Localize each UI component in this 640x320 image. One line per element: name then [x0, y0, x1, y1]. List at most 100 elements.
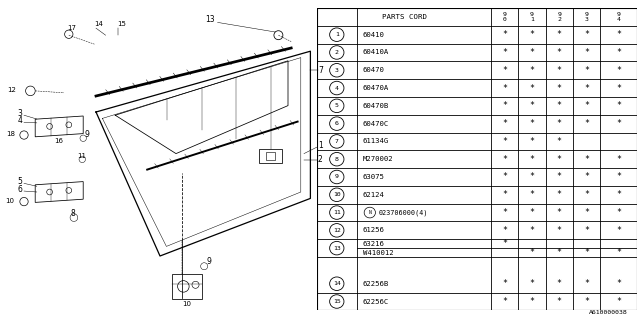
Text: 60410A: 60410A [362, 50, 389, 55]
Text: 63075: 63075 [362, 174, 385, 180]
Text: *: * [616, 84, 621, 92]
Text: *: * [557, 30, 562, 39]
Text: *: * [557, 226, 562, 235]
Text: 9
0: 9 0 [503, 12, 507, 21]
Text: *: * [616, 172, 621, 181]
Text: *: * [584, 101, 589, 110]
Text: M270002: M270002 [362, 156, 393, 162]
Text: 14: 14 [95, 21, 103, 27]
Text: 9: 9 [335, 174, 339, 180]
Text: *: * [584, 226, 589, 235]
Text: 18: 18 [6, 131, 15, 137]
Text: 60470B: 60470B [362, 103, 389, 109]
Text: 4: 4 [335, 85, 339, 91]
Text: *: * [529, 155, 534, 164]
Text: *: * [557, 172, 562, 181]
Text: *: * [616, 155, 621, 164]
Text: 10: 10 [182, 301, 192, 307]
Text: *: * [584, 208, 589, 217]
Text: *: * [502, 48, 508, 57]
Text: *: * [584, 119, 589, 128]
Text: *: * [557, 297, 562, 306]
Text: *: * [529, 248, 534, 257]
Text: 9
4: 9 4 [616, 12, 620, 21]
Text: A610000038: A610000038 [588, 310, 627, 315]
Text: *: * [529, 66, 534, 75]
Text: *: * [502, 226, 508, 235]
Text: *: * [529, 84, 534, 92]
Text: *: * [502, 101, 508, 110]
Text: *: * [584, 155, 589, 164]
Text: *: * [502, 137, 508, 146]
Text: *: * [557, 248, 562, 257]
Text: *: * [616, 248, 621, 257]
Text: *: * [557, 119, 562, 128]
Text: *: * [557, 137, 562, 146]
Text: 8: 8 [335, 157, 339, 162]
Text: 5: 5 [335, 103, 339, 108]
Text: *: * [529, 190, 534, 199]
Text: 13: 13 [333, 246, 340, 251]
Text: 10: 10 [333, 192, 340, 197]
Text: 6: 6 [18, 185, 22, 194]
Text: *: * [616, 66, 621, 75]
Text: 12: 12 [7, 87, 16, 93]
Text: *: * [584, 66, 589, 75]
Text: 2: 2 [317, 156, 323, 164]
Text: 60470: 60470 [362, 67, 385, 73]
Text: *: * [502, 66, 508, 75]
Text: *: * [502, 30, 508, 39]
Text: *: * [529, 48, 534, 57]
Text: *: * [529, 172, 534, 181]
Text: *: * [616, 279, 621, 288]
Text: 60470C: 60470C [362, 121, 389, 127]
Text: *: * [557, 84, 562, 92]
Bar [266, 152, 275, 160]
Text: 11: 11 [77, 153, 86, 159]
Text: *: * [616, 101, 621, 110]
Text: 62124: 62124 [362, 192, 385, 198]
Text: *: * [502, 239, 508, 248]
Text: *: * [616, 30, 621, 39]
Text: *: * [502, 297, 508, 306]
Text: 62256C: 62256C [362, 299, 389, 305]
Text: *: * [502, 84, 508, 92]
Text: *: * [529, 30, 534, 39]
Text: 6: 6 [335, 121, 339, 126]
Text: 1: 1 [317, 141, 323, 150]
Text: *: * [529, 208, 534, 217]
Text: *: * [557, 190, 562, 199]
Text: 7: 7 [335, 139, 339, 144]
Text: 7: 7 [319, 66, 323, 75]
Text: *: * [616, 190, 621, 199]
Text: 5: 5 [18, 177, 22, 186]
Text: *: * [502, 190, 508, 199]
Text: 3: 3 [18, 109, 22, 118]
Text: 13: 13 [205, 15, 214, 24]
Text: 1: 1 [335, 32, 339, 37]
Text: *: * [557, 208, 562, 217]
Text: 14: 14 [333, 281, 340, 286]
Text: 023706000(4): 023706000(4) [379, 209, 428, 216]
Text: *: * [557, 66, 562, 75]
Text: 4: 4 [18, 116, 22, 125]
Text: *: * [502, 172, 508, 181]
Text: 63216: 63216 [362, 241, 385, 247]
Text: *: * [584, 48, 589, 57]
Text: *: * [502, 279, 508, 288]
Text: *: * [557, 155, 562, 164]
Text: *: * [502, 155, 508, 164]
Text: *: * [529, 101, 534, 110]
Text: *: * [584, 30, 589, 39]
Text: 61256: 61256 [362, 227, 385, 233]
Text: 10: 10 [5, 198, 14, 204]
Text: 9
2: 9 2 [557, 12, 561, 21]
Text: *: * [529, 119, 534, 128]
Text: 2: 2 [335, 50, 339, 55]
Text: *: * [616, 119, 621, 128]
Text: PARTS CORD: PARTS CORD [381, 14, 426, 20]
Text: *: * [584, 297, 589, 306]
Text: *: * [616, 48, 621, 57]
Text: *: * [584, 190, 589, 199]
Text: *: * [557, 279, 562, 288]
